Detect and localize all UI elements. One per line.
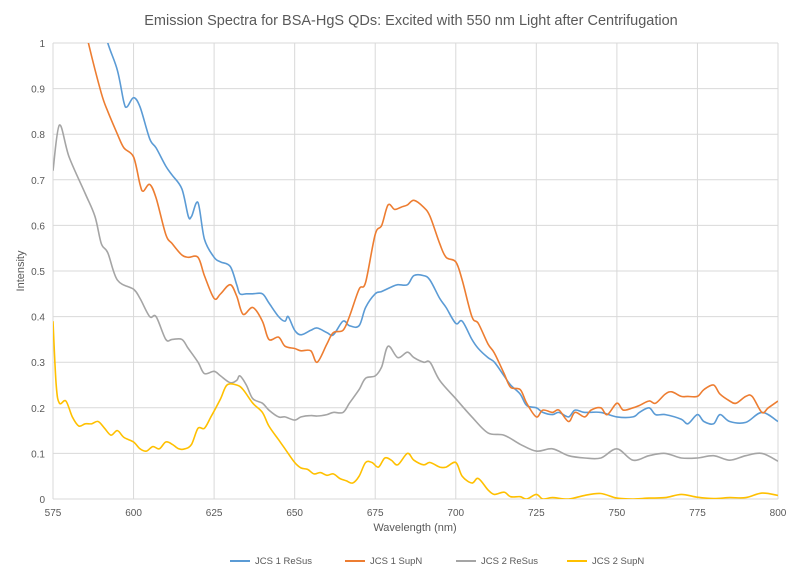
legend-item: JCS 2 ReSus — [456, 556, 538, 567]
y-tick-label: 0 — [39, 495, 45, 506]
x-tick-label: 700 — [447, 508, 464, 519]
y-tick-label: 0.5 — [31, 267, 45, 278]
series-line-jcs-1-resus — [106, 43, 778, 425]
legend-label: JCS 2 SupN — [592, 556, 644, 567]
series-line-jcs-2-supn — [53, 321, 778, 499]
series-line-jcs-2-resus — [53, 124, 778, 462]
legend-label: JCS 1 ReSus — [255, 556, 312, 567]
x-tick-label: 675 — [367, 508, 384, 519]
x-tick-label: 575 — [45, 508, 62, 519]
legend: JCS 1 ReSus JCS 1 SupN JCS 2 ReSus JCS 2 Su… — [230, 556, 644, 567]
y-tick-label: 1 — [39, 39, 45, 50]
y-tick-label: 0.8 — [31, 130, 45, 141]
x-axis-label: Wavelength (nm) — [373, 522, 456, 534]
x-axis-ticks: 575 600 625 650 675 700 725 750 775 800 — [45, 508, 787, 519]
y-tick-label: 0.3 — [31, 358, 45, 369]
legend-item: JCS 2 SupN — [567, 556, 644, 567]
x-tick-label: 600 — [125, 508, 142, 519]
chart-title: Emission Spectra for BSA-HgS QDs: Excite… — [144, 13, 678, 29]
series-lines — [53, 43, 778, 499]
x-tick-label: 750 — [609, 508, 626, 519]
y-tick-label: 0.4 — [31, 313, 45, 324]
x-tick-label: 800 — [770, 508, 787, 519]
y-tick-label: 0.9 — [31, 85, 45, 96]
y-axis-label: Intensity — [15, 250, 27, 291]
y-tick-label: 0.6 — [31, 221, 45, 232]
legend-label: JCS 2 ReSus — [481, 556, 538, 567]
x-tick-label: 650 — [286, 508, 303, 519]
series-line-jcs-1-supn — [87, 43, 778, 423]
y-tick-label: 0.1 — [31, 449, 45, 460]
legend-label: JCS 1 SupN — [370, 556, 422, 567]
x-tick-label: 625 — [206, 508, 223, 519]
gridlines — [52, 42, 779, 500]
x-tick-label: 775 — [689, 508, 706, 519]
legend-item: JCS 1 SupN — [345, 556, 422, 567]
y-axis-ticks: 0 0.1 0.2 0.3 0.4 0.5 0.6 0.7 0.8 0.9 1 — [31, 39, 45, 506]
y-tick-label: 0.7 — [31, 176, 45, 187]
x-tick-label: 725 — [528, 508, 545, 519]
legend-item: JCS 1 ReSus — [230, 556, 312, 567]
y-tick-label: 0.2 — [31, 404, 45, 415]
